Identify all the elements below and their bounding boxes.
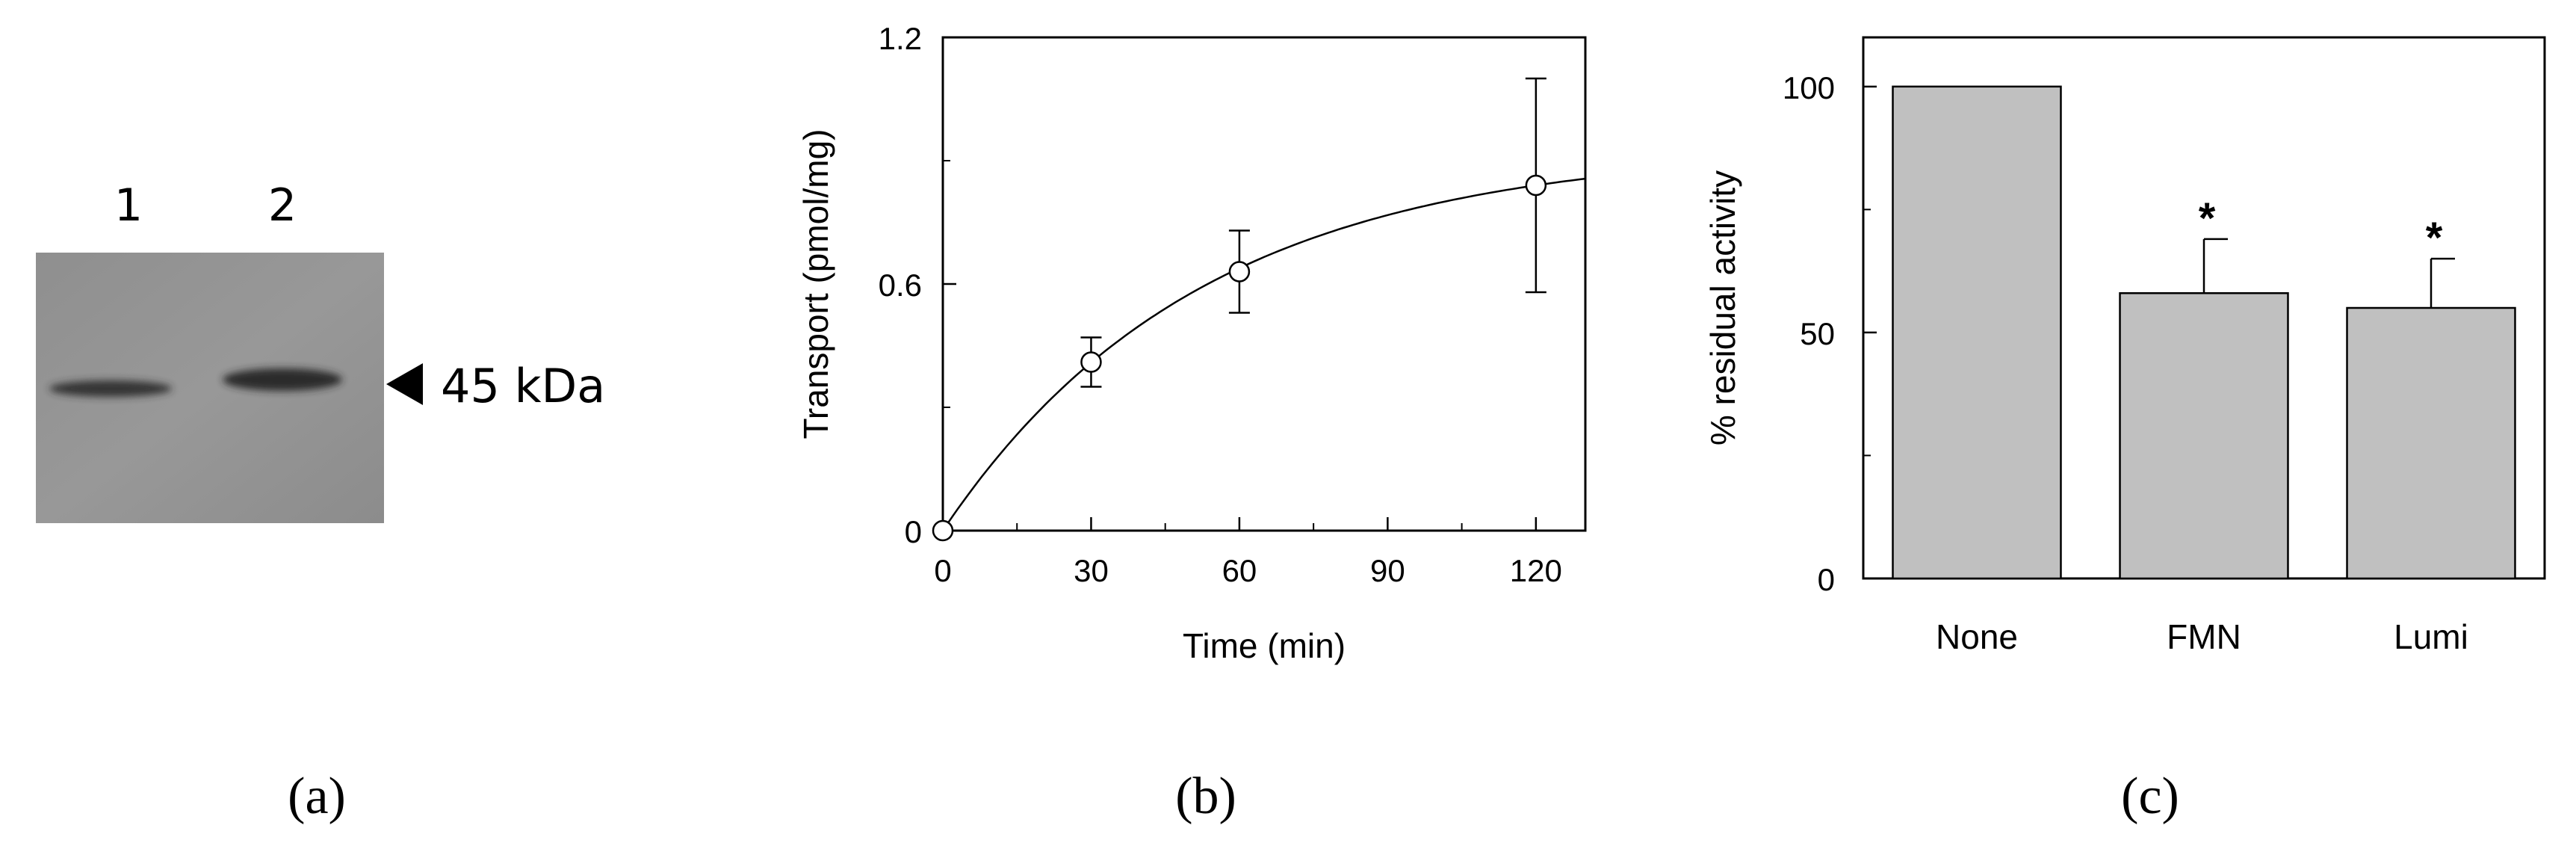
arrow-left-icon (386, 363, 423, 405)
data-point (1228, 261, 1251, 283)
bars (1892, 85, 2516, 580)
y-tick-label: 0.6 (879, 268, 922, 303)
panel-a-western-blot: 1 2 45 kDa (36, 179, 605, 523)
bar (2119, 292, 2289, 580)
x-axis-ticks: 0 30 60 90 120 (934, 517, 1562, 588)
x-tick-label: 120 (1510, 553, 1562, 588)
y-tick-label: 1.2 (879, 21, 922, 56)
data-point (932, 519, 954, 542)
error-bars (2202, 238, 2455, 308)
lane-2-band (223, 368, 342, 391)
lane-2-label: 2 (268, 179, 297, 232)
x-tick-label: 30 (1074, 553, 1109, 588)
x-tick-label: 90 (1370, 553, 1405, 588)
y-tick-label: 0 (1818, 562, 1835, 597)
molecular-weight-label: 45 kDa (441, 359, 605, 413)
x-tick-label: 60 (1222, 553, 1257, 588)
category-label: Lumi (2394, 617, 2468, 656)
y-axis-label: % residual activity (1703, 170, 1742, 445)
y-axis-ticks: 0 50 100 (1783, 70, 1877, 597)
y-axis-label: Transport (pmol/mg) (796, 129, 835, 439)
data-point (1525, 174, 1547, 197)
x-tick-label: 0 (934, 553, 951, 588)
y-axis-ticks: 0 0.6 1.2 (879, 21, 956, 549)
y-tick-label: 0 (905, 514, 922, 549)
y-tick-label: 100 (1783, 70, 1835, 105)
caption-c: (c) (2121, 768, 2179, 825)
significance-asterisk: * (2199, 194, 2216, 243)
data-point (1080, 351, 1102, 373)
error-bars (1080, 77, 1546, 388)
category-label: FMN (2167, 617, 2241, 656)
y-tick-label: 50 (1800, 316, 1835, 351)
fitted-curve (941, 177, 1586, 531)
caption-a: (a) (288, 768, 346, 825)
lane-1-band (49, 380, 172, 397)
category-labels: None FMN Lumi (1936, 617, 2468, 656)
caption-b: (b) (1175, 768, 1236, 825)
bar (1892, 85, 2062, 580)
category-label: None (1936, 617, 2018, 656)
significance-asterisk: * (2426, 214, 2443, 262)
significance-markers: * * (2199, 194, 2443, 262)
bar (2346, 306, 2516, 580)
lane-1-label: 1 (114, 179, 143, 232)
x-axis-label: Time (min) (1183, 626, 1346, 665)
plot-frame (941, 36, 1587, 532)
panel-b-transport-chart: 0 0.6 1.2 0 30 60 90 120 Time (min) Transport … (796, 21, 1587, 665)
data-points (932, 174, 1547, 542)
